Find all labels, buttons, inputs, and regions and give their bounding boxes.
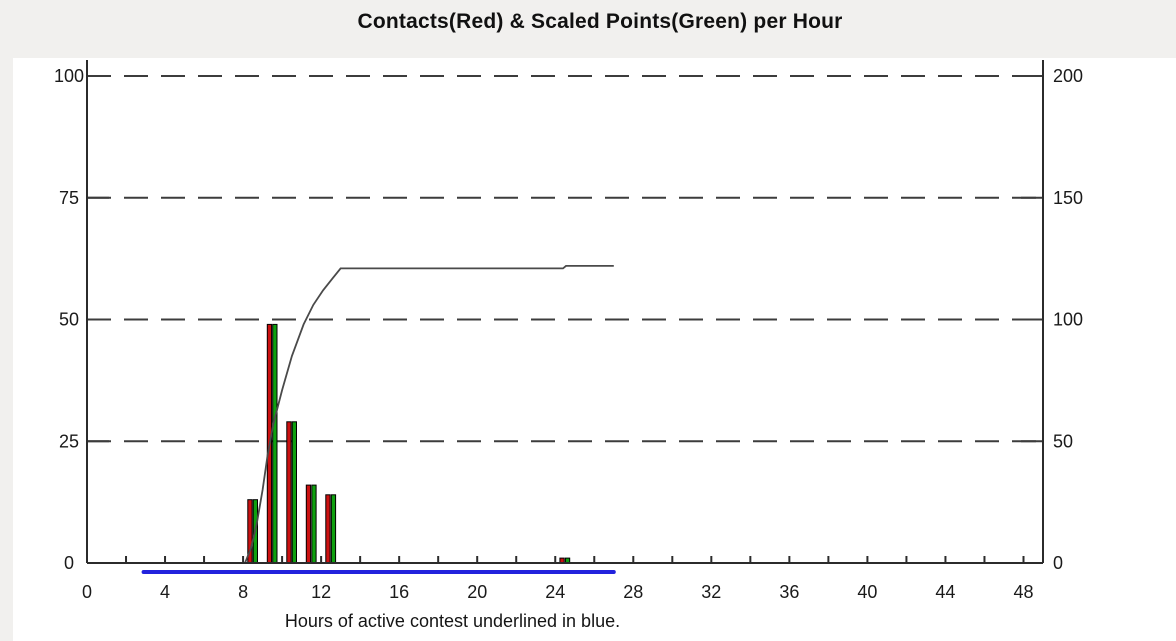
bar-contacts-h12 <box>325 494 331 564</box>
y-left-label-100: 100 <box>54 66 84 86</box>
x-label-36: 36 <box>779 582 799 602</box>
y-right-label-50: 50 <box>1053 431 1073 451</box>
x-label-40: 40 <box>857 582 877 602</box>
y-right-label-0: 0 <box>1053 553 1063 573</box>
y-left-label-50: 50 <box>59 310 79 330</box>
x-label-4: 4 <box>160 582 170 602</box>
bar-points-h12 <box>330 494 337 564</box>
x-label-32: 32 <box>701 582 721 602</box>
x-label-20: 20 <box>467 582 487 602</box>
x-axis-caption: Hours of active contest underlined in bl… <box>284 611 621 631</box>
y-right-label-200: 200 <box>1053 66 1083 86</box>
x-label-16: 16 <box>389 582 409 602</box>
bar-points-h10 <box>291 421 298 564</box>
x-label-28: 28 <box>623 582 643 602</box>
cumulative-contacts-line <box>244 264 614 564</box>
bar-points-h11 <box>311 484 317 564</box>
x-label-48: 48 <box>1013 582 1033 602</box>
x-label-8: 8 <box>238 582 248 602</box>
y-left-label-0: 0 <box>64 553 74 573</box>
y-right-label-150: 150 <box>1053 188 1083 208</box>
chart-title: Contacts(Red) & Scaled Points(Green) per… <box>357 10 843 33</box>
x-label-0: 0 <box>82 582 92 602</box>
bar-points-h9 <box>272 323 278 564</box>
x-label-12: 12 <box>311 582 331 602</box>
bar-contacts-h11 <box>305 484 312 564</box>
y-left-label-25: 25 <box>59 431 79 451</box>
x-label-24: 24 <box>545 582 565 602</box>
y-right-label-100: 100 <box>1053 310 1083 330</box>
bar-contacts-h10 <box>286 421 292 564</box>
x-label-44: 44 <box>935 582 955 602</box>
plot-panel <box>13 58 1176 641</box>
y-left-label-75: 75 <box>59 188 79 208</box>
